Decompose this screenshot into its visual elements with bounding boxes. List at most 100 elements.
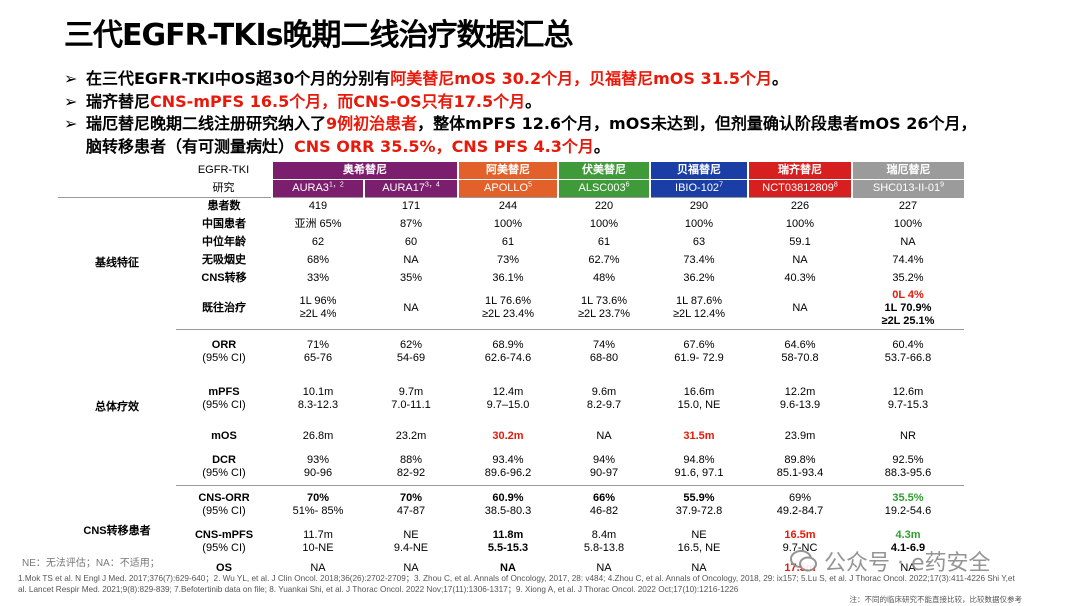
value-main: 60.9% (492, 491, 524, 504)
value-cell: 12.2m 9.6-13.9 (748, 374, 852, 424)
value-cell: 9.7m 7.0-11.1 (364, 374, 458, 424)
value-cell: 226 (748, 197, 852, 216)
value-cell: 60.4% 53.7-66.8 (852, 330, 964, 374)
value-cell: 62% 54-69 (364, 330, 458, 374)
value-cell: 67.6% 61.9- 72.9 (650, 330, 748, 374)
value-main: 66% (592, 491, 616, 504)
study-name-1: AURA173，4 (363, 179, 458, 198)
value-ci: 82-92 (396, 467, 426, 480)
drug-name-0: 奥希替尼 (271, 162, 458, 180)
value-cell: 33% (306, 272, 330, 284)
bullet-text: 脑转移患者（有可测量病灶） (86, 136, 295, 156)
ci-label: (95% CI) (202, 541, 246, 554)
bullet-3: ➢ 瑞厄替尼晚期二线注册研究纳入了9例初治患者，整体mPFS 12.6个月，mO… (64, 113, 977, 136)
bullet-text: 。 (593, 136, 610, 156)
value-main: 60.4% (892, 338, 924, 351)
value-cell: 4.3m 4.1-6.9 (852, 524, 964, 560)
comparison-table: EGFR-TKI 奥希替尼 阿美替尼 伏美替尼 贝福替尼 瑞齐替尼 瑞厄替尼 研究 AURA31… (58, 162, 964, 578)
prior-line: ≥2L 4% (299, 308, 337, 321)
value-cell: 11.7m 10-NE (272, 524, 364, 560)
value-cell: 68% (306, 254, 330, 266)
table-row: mPFS (95% CI) 10.1m 8.3-12.3 9.7m 7.0-11.1 12.… (58, 374, 964, 424)
study-ref: 7 (719, 181, 723, 189)
study-label-text: AURA17 (382, 182, 425, 194)
value-main: 89.8% (784, 454, 816, 467)
value-main: 35.5% (892, 491, 924, 504)
value-cell: 59.1 (789, 236, 811, 248)
value-cell: 26.8m (302, 430, 334, 442)
value-cell: NA (364, 287, 458, 330)
metric-name: CNS-ORR (198, 491, 250, 504)
value-ci: 47-87 (396, 504, 426, 517)
value-cell: 171 (364, 197, 458, 216)
value-cell: 70% 51%- 85% (272, 486, 364, 524)
value-cell: 68.9% 62.6-74.6 (458, 330, 558, 374)
row-label: CNS-mPFS (95% CI) (176, 524, 272, 560)
study-ref: 6 (625, 181, 630, 189)
value-ci: 38.5-80.3 (484, 504, 532, 517)
metric-name: CNS-mPFS (194, 528, 254, 541)
study-ref: 9 (940, 181, 945, 189)
value-cell: 30.2m (492, 430, 524, 442)
table-row: 无吸烟史 68% NA 73% 62.7% 73.4% NA 74.4% (58, 252, 964, 270)
value-main: 55.9% (683, 491, 715, 504)
value-ci: 16.5, NE (677, 541, 721, 554)
row-label: mPFS (95% CI) (176, 374, 272, 424)
value-cell: 35% (399, 272, 423, 284)
value-cell: 8.4m 5.8-13.8 (558, 524, 650, 560)
row-label: CNS转移 (201, 272, 247, 284)
value-ci: 90-96 (303, 467, 333, 480)
bullet-highlight: CNS ORR 35.5%，CNS PFS 4.3个月 (294, 136, 594, 156)
value-main: 11.8m (492, 528, 524, 541)
value-cell: 55.9% 37.9-72.8 (650, 486, 748, 524)
drug-header-row: EGFR-TKI 奥希替尼 阿美替尼 伏美替尼 贝福替尼 瑞齐替尼 瑞厄替尼 (58, 162, 964, 180)
ci-label: (95% CI) (202, 398, 246, 411)
value-main: 16.6m (683, 385, 715, 398)
value-cell: 23.9m (784, 430, 816, 442)
prior-line: NA (792, 301, 808, 314)
value-ci: 5.5-15.3 (487, 541, 529, 554)
table-row: 总体疗效 ORR (95% CI) 71% 65-76 62% 54-69 68.9% 62.6… (58, 330, 964, 413)
value-main: 12.4m (492, 385, 524, 398)
value-cell: 87% (399, 218, 423, 230)
row-label: 中国患者 (202, 218, 246, 230)
bullet-text: 。 (525, 91, 542, 111)
drug-name-2: 伏美替尼 (557, 162, 650, 180)
arrow-icon: ➢ (64, 114, 78, 133)
value-main: 93.4% (492, 454, 524, 467)
metric-name: mPFS (208, 385, 240, 398)
value-cell: 60 (404, 236, 418, 248)
table-row: CNS-mPFS (95% CI) 11.7m 10-NE NE 9.4-NE 11.8m 5… (58, 524, 964, 560)
group-label: CNS转移患者 (83, 525, 151, 537)
value-cell: 74.4% (892, 254, 924, 266)
blank-cell (58, 162, 176, 180)
value-main: 10.1m (302, 385, 334, 398)
metric-name: ORR (211, 338, 237, 351)
value-main: 70% (399, 491, 423, 504)
value-ci: 46-82 (589, 504, 619, 517)
value-cell: 12.4m 9.7–15.0 (458, 374, 558, 424)
value-main: 74% (592, 338, 616, 351)
value-main: 88% (399, 454, 423, 467)
value-cell: 88% 82-92 (364, 449, 458, 486)
study-ref: 3，4 (425, 181, 440, 189)
prior-line: ≥2L 25.1% (881, 314, 935, 327)
value-main: 62% (399, 338, 423, 351)
drug-name-1: 阿美替尼 (457, 162, 558, 180)
arrow-icon: ➢ (64, 91, 78, 111)
row-label: CNS-ORR (95% CI) (176, 486, 272, 524)
value-cell: 48% (592, 272, 616, 284)
value-ci: 51%- 85% (292, 504, 344, 517)
bullet-text: 。 (771, 69, 788, 88)
value-cell: 100% (493, 218, 523, 230)
table-row: 既往治疗 1L 96% ≥2L 4% NA 1L 76.6% ≥2L 23.4% 1L 73… (58, 287, 964, 330)
value-cell: NA (403, 562, 419, 574)
value-cell: 23.2m (395, 430, 427, 442)
value-cell: 60.9% 38.5-80.3 (458, 486, 558, 524)
value-cell: 100% (893, 218, 923, 230)
value-cell: 16.5m 9.7-NC (748, 524, 852, 560)
value-ci: 8.2-9.7 (586, 398, 622, 411)
group-label: 基线特征 (58, 197, 176, 330)
value-cell: 74% 68-80 (558, 330, 650, 374)
table-row: CNS转移 33% 35% 36.1% 48% 36.2% 40.3% 35.2% (58, 270, 964, 288)
